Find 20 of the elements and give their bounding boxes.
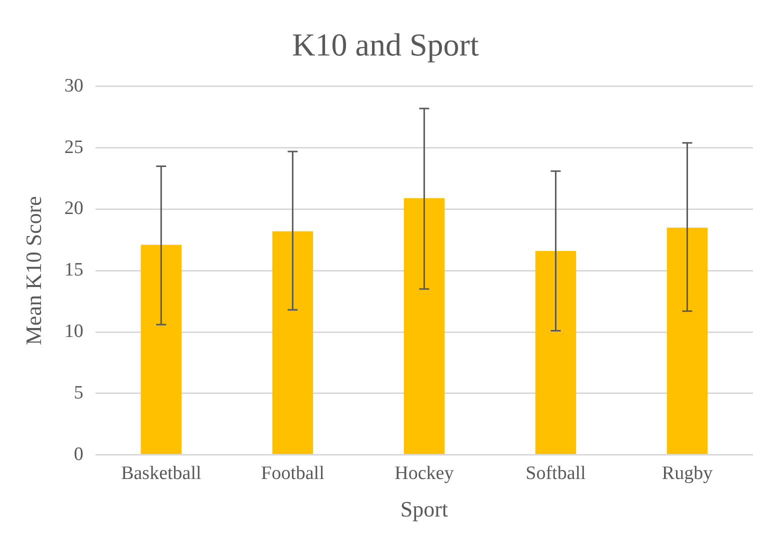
x-tick-label: Softball bbox=[526, 463, 586, 484]
x-tick-label: Hockey bbox=[394, 463, 454, 484]
chart-title: K10 and Sport bbox=[292, 26, 479, 63]
x-tick-label: Rugby bbox=[662, 463, 714, 484]
bar bbox=[666, 228, 708, 454]
x-tick-label: Football bbox=[261, 463, 324, 484]
y-tick-label: 30 bbox=[64, 75, 84, 96]
bar bbox=[535, 250, 576, 454]
y-tick-label: 15 bbox=[64, 260, 84, 281]
y-axis-title: Mean K10 Score bbox=[20, 196, 46, 346]
x-tick-label: Basketball bbox=[121, 463, 202, 484]
y-tick-label: 20 bbox=[64, 198, 84, 220]
y-tick-label: 25 bbox=[64, 136, 84, 158]
bar bbox=[404, 198, 445, 454]
y-tick-label: 5 bbox=[74, 382, 84, 404]
x-axis-title: Sport bbox=[400, 496, 448, 522]
y-tick-label: 10 bbox=[64, 320, 84, 342]
bar bbox=[140, 244, 182, 454]
y-tick-label: 0 bbox=[74, 444, 84, 465]
bar bbox=[272, 231, 314, 454]
